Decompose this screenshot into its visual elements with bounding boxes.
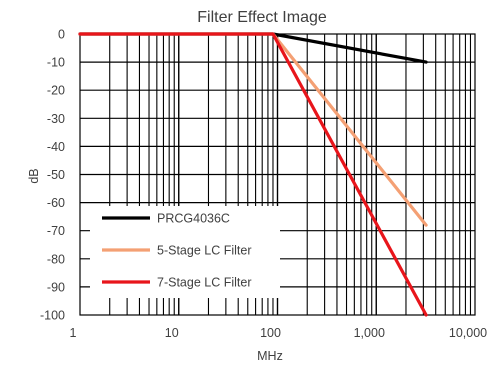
- y-tick-labels: 0 -10 -20 -30 -40 -50 -60 -70 -80 -90 -100: [40, 28, 65, 323]
- y-tick-label: -80: [47, 252, 65, 266]
- y-tick-label: -100: [40, 309, 65, 323]
- series-lines: [78, 32, 428, 317]
- x-tick-label: 1,000: [354, 326, 385, 340]
- y-tick-label: -90: [47, 280, 65, 294]
- y-axis-label: dB: [27, 168, 41, 183]
- y-tick-label: 0: [58, 28, 65, 42]
- y-tick-label: -20: [47, 84, 65, 98]
- y-tick-label: -40: [47, 140, 65, 154]
- series-line: [78, 32, 428, 64]
- y-tick-label: -60: [47, 196, 65, 210]
- legend-entry: PRCG4036C: [157, 212, 230, 226]
- x-tick-labels: 1 10 100 1,000 10,000: [70, 326, 488, 340]
- x-axis-label: MHz: [257, 349, 283, 363]
- x-tick-label: 10: [165, 326, 179, 340]
- y-tick-label: -30: [47, 112, 65, 126]
- x-tick-label: 1: [70, 326, 77, 340]
- y-tick-label: -10: [47, 56, 65, 70]
- x-tick-label: 100: [260, 326, 281, 340]
- legend-entry: 7-Stage LC Filter: [157, 276, 251, 290]
- legend-entry: 5-Stage LC Filter: [157, 244, 251, 258]
- x-tick-label: 10,000: [449, 326, 487, 340]
- y-tick-label: -70: [47, 224, 65, 238]
- y-tick-label: -50: [47, 168, 65, 182]
- legend: PRCG4036C 5-Stage LC Filter 7-Stage LC Fil…: [90, 206, 280, 298]
- series-line: [78, 32, 428, 317]
- chart-title: Filter Effect Image: [197, 9, 327, 26]
